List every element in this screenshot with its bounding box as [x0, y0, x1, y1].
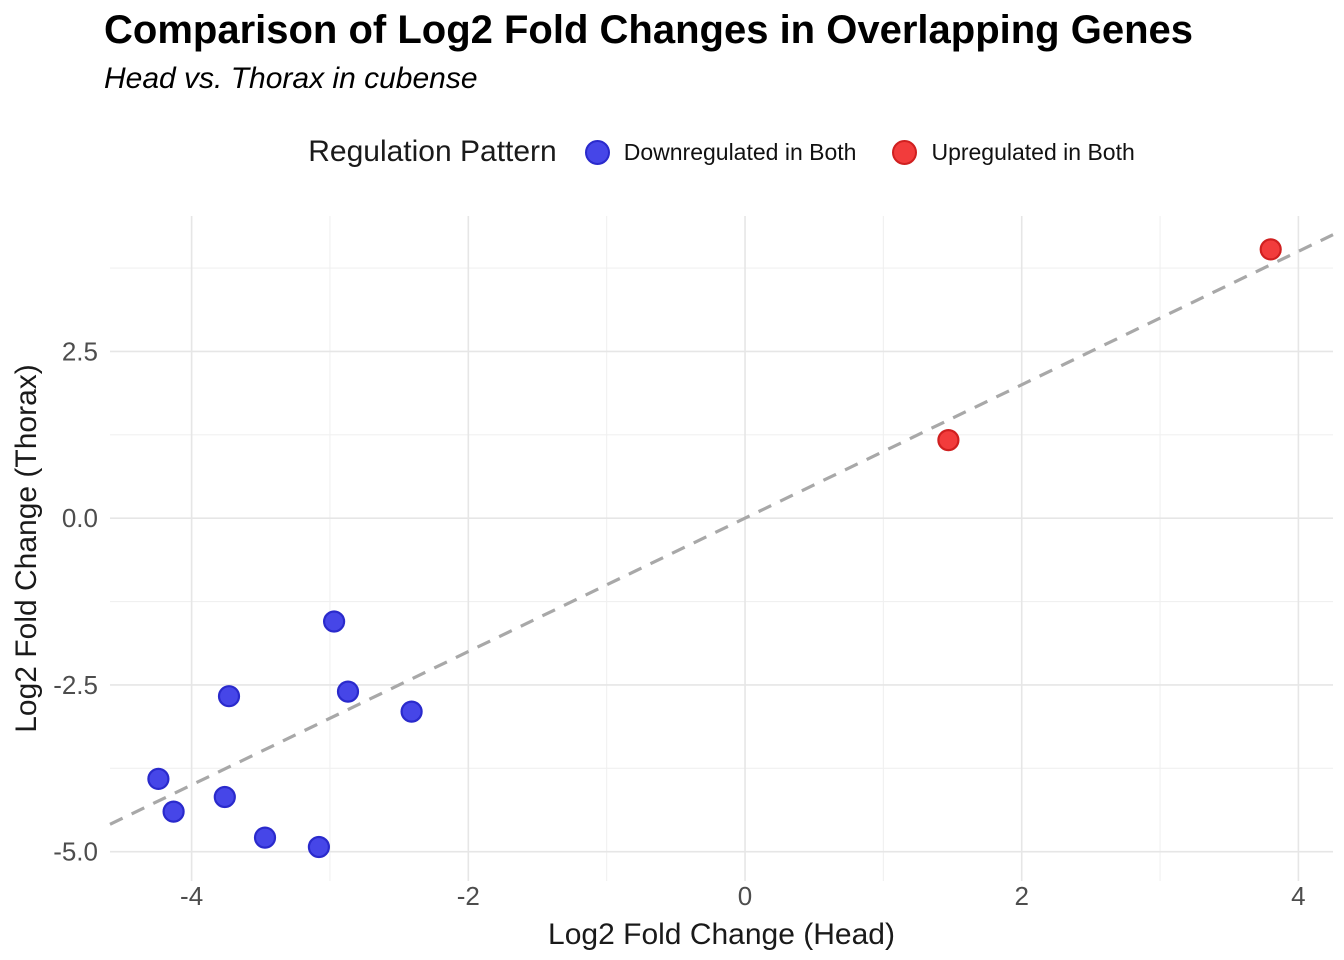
legend-item-label: Downregulated in Both — [623, 138, 857, 165]
data-point — [400, 700, 423, 723]
data-point — [147, 767, 170, 791]
data-point — [162, 800, 185, 823]
data-point — [253, 826, 277, 849]
downregulated-dot-icon — [584, 139, 610, 165]
x-tick-label: -4 — [180, 881, 203, 911]
data-point — [217, 685, 241, 708]
legend-item-downregulated: Downregulated in Both — [584, 138, 857, 166]
legend: Regulation Pattern Downregulated in Both… — [110, 132, 1333, 172]
data-point — [937, 429, 960, 452]
legend-item-upregulated: Upregulated in Both — [892, 138, 1135, 166]
x-tick-label: 2 — [1014, 881, 1028, 911]
data-point — [307, 835, 330, 859]
legend-item-label: Upregulated in Both — [931, 138, 1135, 165]
x-tick-label: 0 — [738, 881, 752, 911]
y-tick-label: 0.0 — [62, 503, 98, 533]
data-point — [213, 785, 236, 809]
x-tick-label: 4 — [1291, 881, 1305, 911]
y-tick-label: 2.5 — [62, 336, 98, 366]
reference-line — [109, 233, 1334, 826]
data-point — [336, 680, 360, 703]
page-title: Comparison of Log2 Fold Changes in Overl… — [104, 8, 1194, 52]
legend-title: Regulation Pattern — [308, 135, 557, 168]
y-axis-title: Log2 Fold Change (Thorax) — [10, 364, 43, 733]
upregulated-dot-icon — [892, 139, 918, 165]
x-tick-label: -2 — [457, 881, 480, 911]
page-subtitle: Head vs. Thorax in cubense — [104, 62, 478, 95]
y-tick-label: -5.0 — [53, 837, 98, 867]
data-point — [1259, 238, 1282, 261]
x-axis-title: Log2 Fold Change (Head) — [548, 918, 895, 951]
y-tick-label: -2.5 — [53, 670, 98, 700]
data-point — [323, 610, 346, 633]
